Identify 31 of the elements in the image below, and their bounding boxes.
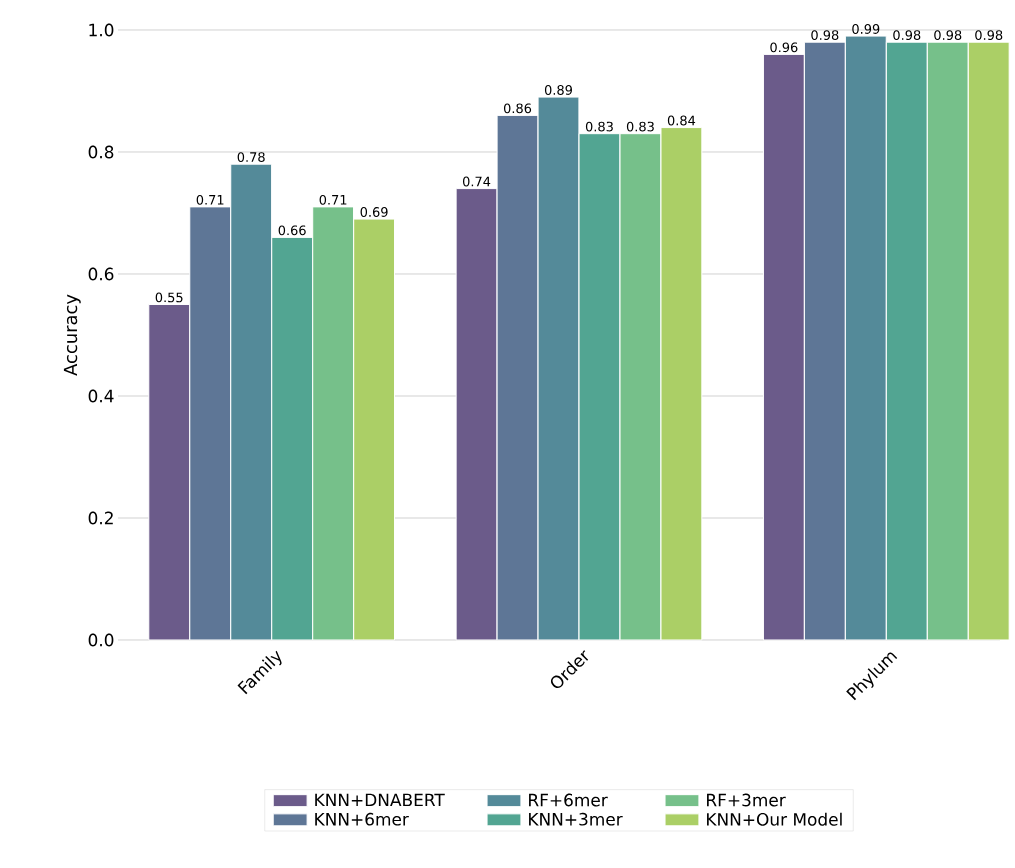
data-label: 0.74 [462,176,491,187]
data-label: 0.86 [503,103,532,114]
data-label: 0.98 [934,30,962,40]
data-label: 0.83 [626,121,654,132]
legend-label: KNN+3mer [529,812,623,826]
data-label: 0.69 [360,207,388,217]
data-label: 0.98 [811,30,839,40]
y-tick-label: 0.4 [88,389,114,403]
data-label: 0.96 [770,42,798,53]
y-tick-label: 0.8 [88,145,114,159]
legend-label: KNN+6mer [315,812,409,826]
y-axis-title: Accuracy [63,294,81,376]
legend-label: RF+3mer [707,793,786,807]
legend-label: RF+6mer [529,793,608,807]
legend-label: KNN+Our Model [707,812,842,826]
y-tick-label: 1.0 [89,23,114,37]
data-label: 0.84 [667,115,696,126]
data-label: 0.55 [155,292,183,303]
data-label: 0.98 [975,30,1003,40]
y-tick-label: 0.0 [88,633,114,647]
data-label: 0.66 [278,225,306,236]
legend-label: KNN+DNABERT [315,793,445,807]
data-label: 0.71 [196,194,224,205]
data-label: 0.71 [319,194,347,205]
data-label: 0.99 [852,24,880,34]
data-label: 0.83 [585,121,613,132]
y-tick-label: 0.6 [88,267,114,281]
data-label: 0.89 [544,85,572,95]
y-tick-label: 0.2 [88,511,113,525]
data-label: 0.78 [237,152,265,162]
data-label: 0.98 [893,30,921,40]
